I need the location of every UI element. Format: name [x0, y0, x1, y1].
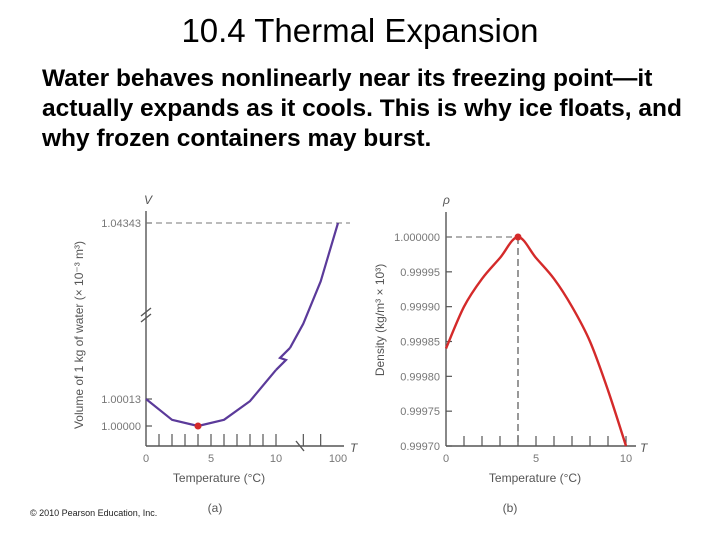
chart-a-series-line-low [145, 369, 277, 428]
chart-a-x-tick-label: 5 [208, 453, 214, 465]
chart-a-y-tick-label: 1.04343 [101, 218, 141, 230]
chart-a-y-symbol: V [144, 193, 153, 207]
chart-b-x-tick-label: 0 [443, 453, 449, 465]
chart-b-y-tick-label: 1.000000 [394, 232, 440, 244]
chart-a-y-tick-label: 1.00000 [101, 421, 141, 433]
chart-a-curve-break [275, 347, 291, 371]
chart-a-y-tick-label: 1.00013 [101, 394, 141, 406]
copyright-credit: © 2010 Pearson Education, Inc. [30, 508, 158, 518]
slide-title: 10.4 Thermal Expansion [181, 12, 539, 49]
chart-b-maximum-point [514, 233, 522, 241]
chart-a-x-tick-label: 100 [329, 453, 347, 465]
chart-a-series-line-high [289, 222, 340, 349]
slide-body-text: Water behaves nonlinearly near its freez… [42, 65, 682, 152]
chart-b-y-tick-label: 0.99985 [400, 337, 440, 349]
chart-b-x-tick-label: 10 [620, 453, 632, 465]
chart-b-y-tick-label: 0.99990 [400, 302, 440, 314]
chart-a-x-axis-label: Temperature (°C) [173, 471, 265, 485]
chart-b-y-symbol: ρ [442, 193, 450, 207]
chart-volume-vs-temperature: V Volume of 1 kg of water (× 10⁻³ m³) Te… [72, 193, 359, 515]
chart-density-vs-temperature: ρ Density (kg/m³ × 10³) Temperature (°C)… [373, 193, 649, 515]
chart-b-y-tick-label: 0.99970 [400, 441, 440, 453]
chart-a-y-axis-break [140, 307, 152, 323]
chart-b-y-tick-label: 0.99995 [400, 267, 440, 279]
chart-b-y-tick-label: 0.99980 [400, 371, 440, 383]
chart-a-x-symbol: T [350, 441, 359, 455]
chart-b-y-axis-label: Density (kg/m³ × 10³) [373, 264, 387, 376]
chart-b-y-tick-label: 0.99975 [400, 406, 440, 418]
chart-a-x-axis-break [295, 440, 305, 452]
chart-a-panel-label: (a) [208, 501, 223, 515]
chart-a-x-tick-label: 0 [143, 453, 149, 465]
chart-b-x-axis-label: Temperature (°C) [489, 471, 581, 485]
chart-b-series-line [444, 235, 628, 447]
chart-a-x-tick-label: 10 [270, 453, 282, 465]
chart-b-x-symbol: T [640, 441, 649, 455]
chart-a-y-axis-label: Volume of 1 kg of water (× 10⁻³ m³) [72, 241, 86, 429]
chart-a-minimum-point [194, 422, 202, 430]
chart-b-panel-label: (b) [503, 501, 518, 515]
chart-b-x-tick-label: 5 [533, 453, 539, 465]
